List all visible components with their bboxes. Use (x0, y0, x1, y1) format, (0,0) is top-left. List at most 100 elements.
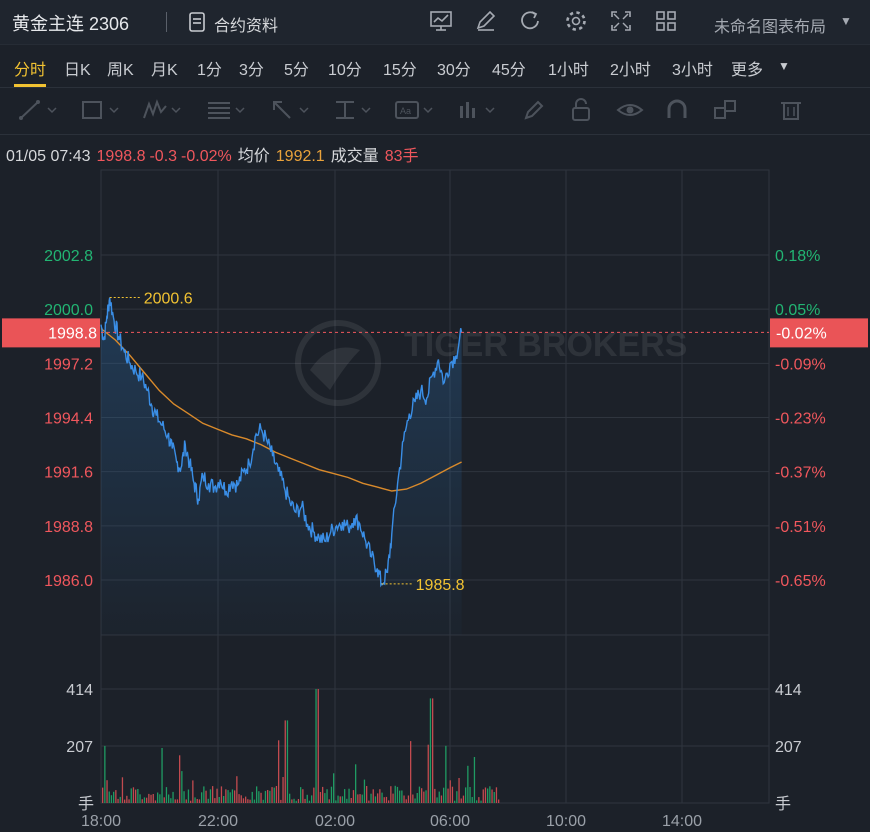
volume-bar (377, 793, 379, 803)
volume-bar (278, 740, 280, 803)
price-range-tool-icon[interactable] (332, 98, 372, 122)
volume-bar (432, 698, 434, 803)
volume-bar (176, 799, 179, 803)
volume-bar (425, 790, 427, 803)
volume-bar (381, 792, 383, 803)
high-price-label: 2000.6 (144, 291, 193, 308)
lock-tool-icon[interactable] (568, 98, 594, 122)
settings-gear-icon[interactable] (564, 10, 588, 32)
volume-bar (418, 786, 421, 803)
volume-bar (148, 793, 150, 803)
volume-bar (482, 789, 484, 803)
volume-bar (352, 790, 355, 803)
tab-period-6[interactable]: 5分 (284, 62, 309, 79)
tab-period-9[interactable]: 30分 (437, 62, 471, 79)
volume-bar (460, 798, 462, 803)
layout-name-dropdown[interactable]: 未命名图表布局 (714, 19, 827, 36)
volume-bar (370, 793, 372, 803)
pct-tick-label: -0.37% (775, 465, 826, 482)
volume-bar (192, 780, 194, 803)
fullscreen-icon[interactable] (609, 10, 633, 32)
volume-bar (416, 793, 418, 803)
refresh-icon[interactable] (519, 10, 543, 32)
magnet-tool-icon[interactable] (664, 98, 690, 122)
symbol-title[interactable]: 黄金主连 2306 (12, 14, 130, 34)
volume-bar (429, 698, 432, 803)
avg-price-line (100, 327, 462, 492)
volume-bar (143, 797, 146, 803)
tab-period-0[interactable]: 分时 (14, 62, 47, 79)
tab-period-14[interactable]: 更多 (731, 62, 764, 79)
volume-bar (333, 773, 335, 803)
text-tool-icon[interactable]: Aa (394, 98, 434, 122)
volume-tick-label: 414 (66, 682, 93, 699)
tab-period-13[interactable]: 3小时 (672, 62, 713, 79)
volume-bar (315, 689, 317, 803)
volume-bar (262, 799, 264, 803)
brush-tool-icon[interactable] (522, 98, 548, 122)
pct-tick-label: 0.18% (775, 248, 820, 265)
drawing-toolbar: Aa (0, 88, 870, 135)
volume-bar (260, 792, 262, 803)
current-pct-badge (770, 318, 868, 348)
volume-bar (372, 789, 374, 803)
rectangle-tool-icon[interactable] (80, 98, 120, 122)
more-periods-chevron-icon[interactable]: ▼ (778, 59, 790, 73)
volume-bar (256, 786, 258, 803)
document-icon[interactable] (188, 12, 206, 32)
grid-layout-icon[interactable] (654, 10, 678, 32)
tab-period-5[interactable]: 3分 (239, 62, 264, 79)
volume-bar (132, 787, 135, 803)
volume-bar (174, 799, 176, 803)
volume-bar (117, 798, 119, 803)
eye-tool-icon[interactable] (616, 98, 644, 122)
chart-border (100, 169, 770, 804)
time-tick-label: 06:00 (430, 813, 470, 830)
volume-bar (135, 789, 137, 803)
volume-bar (361, 794, 363, 803)
contract-info-button[interactable]: 合约资料 (214, 18, 279, 35)
trend-line-tool-icon[interactable] (18, 98, 58, 122)
tab-period-1[interactable]: 日K (64, 62, 91, 79)
time-tick-label: 02:00 (315, 813, 355, 830)
volume-bar (141, 799, 143, 803)
tab-period-11[interactable]: 1小时 (548, 62, 589, 79)
volume-bar (172, 791, 174, 803)
wave-tool-icon[interactable] (142, 98, 182, 122)
tab-period-10[interactable]: 45分 (492, 62, 526, 79)
volume-bar (247, 799, 249, 803)
tab-period-7[interactable]: 10分 (328, 62, 362, 79)
chevron-down-icon[interactable]: ▼ (840, 14, 852, 28)
tab-period-8[interactable]: 15分 (383, 62, 417, 79)
volume-bar (126, 795, 128, 803)
measure-tool-icon[interactable] (456, 98, 496, 122)
pct-tick-label: -0.65% (775, 573, 826, 590)
trash-tool-icon[interactable] (778, 98, 804, 122)
volume-bar (212, 786, 214, 803)
price-tick-label: 1988.8 (44, 519, 93, 536)
current-price-badge (2, 318, 100, 348)
volume-bar (447, 788, 449, 803)
volume-bar (374, 796, 377, 803)
volume-bar (198, 799, 201, 803)
volume-bar (396, 786, 399, 803)
draw-pen-icon[interactable] (474, 10, 498, 32)
volume-bar (344, 789, 346, 803)
chart-indicator-icon[interactable] (429, 10, 453, 32)
fibonacci-tool-icon[interactable] (206, 98, 246, 122)
tab-period-12[interactable]: 2小时 (610, 62, 651, 79)
volume-bar (225, 789, 227, 803)
tab-period-3[interactable]: 月K (151, 62, 178, 79)
volume-bar (275, 786, 278, 803)
volume-bar (445, 745, 447, 803)
volume-bar (282, 777, 284, 803)
arrow-tool-icon[interactable] (270, 98, 310, 122)
volume-bar (491, 789, 493, 803)
tab-period-4[interactable]: 1分 (197, 62, 222, 79)
volume-bar (220, 786, 223, 803)
avg-price-value: 1992.1 (275, 148, 325, 165)
tab-period-2[interactable]: 周K (107, 62, 134, 79)
current-price-badge-value: 1998.8 (48, 325, 97, 342)
layers-tool-icon[interactable] (712, 98, 740, 122)
volume-bar (456, 791, 458, 803)
